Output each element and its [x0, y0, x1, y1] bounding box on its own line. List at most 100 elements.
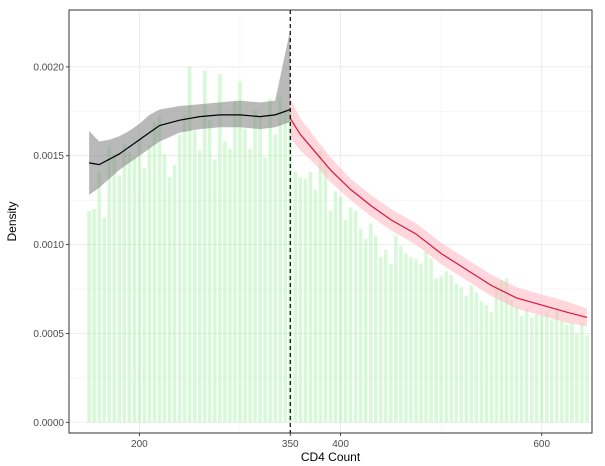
- plot-area: [68, 9, 593, 434]
- histogram-bar: [479, 301, 484, 423]
- histogram-bar: [213, 159, 217, 423]
- histogram-bar: [338, 196, 343, 423]
- y-tick-label: 0.0000: [33, 418, 64, 429]
- histogram-bar: [585, 335, 589, 423]
- histogram-bar: [87, 210, 91, 423]
- histogram-bars: [87, 66, 589, 423]
- histogram-bar: [228, 148, 232, 423]
- histogram-bar: [328, 210, 333, 423]
- histogram-bar: [489, 312, 494, 423]
- histogram-bar: [218, 73, 222, 423]
- histogram-bar: [223, 141, 227, 423]
- histogram-bar: [358, 228, 363, 423]
- histogram-bar: [529, 317, 534, 423]
- histogram-bar: [399, 246, 403, 423]
- histogram-bar: [177, 134, 182, 423]
- histogram-bar: [157, 116, 162, 423]
- panel-border: [68, 9, 593, 434]
- histogram-bar: [474, 292, 479, 423]
- histogram-bar: [162, 153, 167, 423]
- y-tick-label: 0.0020: [33, 62, 64, 73]
- histogram-bar: [182, 114, 187, 423]
- y-tick-label: 0.0015: [33, 151, 64, 162]
- histogram-bar: [560, 321, 564, 423]
- major-gridlines: [69, 10, 592, 433]
- histogram-bar: [313, 189, 318, 423]
- histogram-bar: [514, 306, 519, 423]
- panel-background: [69, 10, 592, 433]
- histogram-bar: [570, 322, 574, 423]
- histogram-bar: [409, 257, 413, 423]
- histogram-bar: [404, 253, 408, 423]
- histogram-bar: [454, 283, 458, 423]
- histogram-bar: [233, 100, 237, 423]
- histogram-bar: [394, 235, 398, 423]
- histogram-bar: [192, 130, 197, 423]
- histogram-bar: [363, 239, 368, 423]
- histogram-bar: [373, 235, 378, 423]
- y-axis-title: Density: [5, 201, 19, 241]
- histogram-bar: [444, 271, 448, 423]
- histogram-bar: [243, 129, 247, 423]
- confidence-band-below: [89, 29, 291, 195]
- histogram-bar: [167, 177, 172, 423]
- histogram-bar: [278, 97, 282, 423]
- histogram-bar: [293, 171, 298, 423]
- x-tick-label: 400: [332, 439, 349, 450]
- histogram-bar: [519, 315, 524, 423]
- x-tick-label: 350: [282, 439, 299, 450]
- histogram-bar: [575, 333, 579, 423]
- histogram-bar: [263, 157, 267, 423]
- histogram-bar: [484, 305, 489, 423]
- histogram-bar: [580, 322, 584, 423]
- histogram-bar: [142, 168, 147, 423]
- histogram-bar: [550, 319, 554, 423]
- histogram-bar: [152, 121, 157, 423]
- histogram-bar: [137, 139, 142, 423]
- histogram-bar: [544, 312, 549, 423]
- x-tick-label: 600: [533, 439, 550, 450]
- histogram-bar: [288, 111, 293, 423]
- histogram-bar: [203, 70, 207, 423]
- histogram-bar: [534, 313, 539, 423]
- histogram-bar: [494, 283, 499, 423]
- histogram-bar: [343, 219, 348, 423]
- histogram-bar: [379, 257, 383, 423]
- histogram-bar: [459, 287, 464, 423]
- histogram-bar: [429, 258, 433, 423]
- histogram-bar: [127, 152, 132, 423]
- histogram-bar: [283, 109, 288, 423]
- histogram-bar: [208, 120, 212, 423]
- histogram-bar: [97, 171, 101, 423]
- fit-lines: [89, 108, 588, 319]
- histogram-bar: [318, 150, 323, 423]
- histogram-bar: [424, 251, 428, 423]
- histogram-bar: [439, 276, 443, 423]
- histogram-bar: [368, 223, 373, 423]
- histogram-bar: [464, 296, 469, 423]
- confidence-bands: [89, 29, 587, 327]
- histogram-bar: [303, 178, 308, 423]
- histogram-bar: [112, 153, 117, 423]
- histogram-bar: [107, 146, 111, 423]
- histogram-bar: [323, 162, 328, 423]
- x-tick-label: 200: [131, 439, 148, 450]
- x-axis: 200 350 400 600: [131, 433, 550, 450]
- histogram-bar: [248, 148, 252, 423]
- x-axis-title: CD4 Count: [301, 450, 361, 464]
- histogram-bar: [348, 207, 353, 423]
- histogram-bar: [273, 134, 277, 423]
- confidence-band-above: [290, 98, 587, 327]
- histogram-bar: [414, 258, 418, 423]
- histogram-bar: [565, 324, 569, 423]
- histogram-bar: [333, 191, 338, 423]
- histogram-bar: [102, 217, 106, 423]
- histogram-bar: [384, 249, 388, 423]
- y-tick-label: 0.0010: [33, 240, 64, 251]
- histogram-bar: [539, 315, 544, 423]
- histogram-bar: [117, 175, 122, 423]
- histogram-bar: [449, 274, 453, 423]
- histogram-bar: [499, 280, 504, 423]
- histogram-bar: [353, 210, 358, 423]
